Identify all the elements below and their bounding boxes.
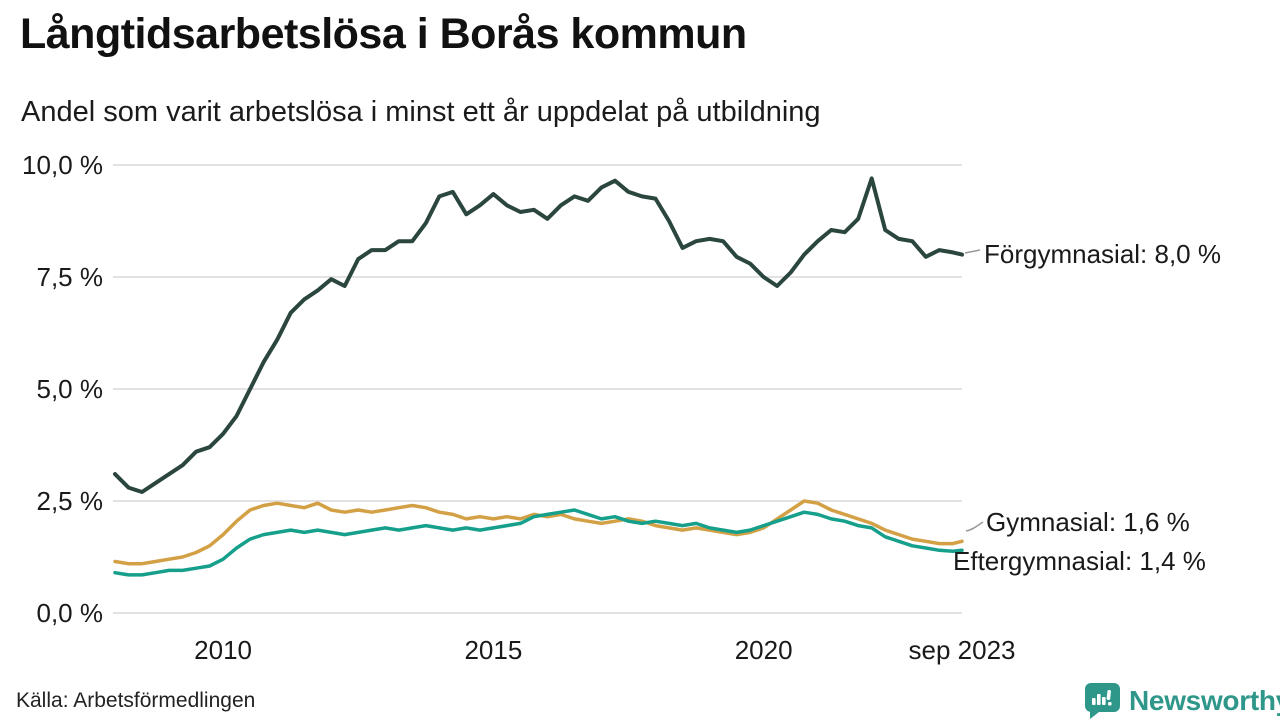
newsworthy-wordmark: Newsworthy	[1129, 684, 1280, 716]
x-tick-label: 2015	[464, 635, 523, 665]
series-end-label-forgymnasial: Förgymnasial: 8,0 %	[984, 239, 1221, 269]
y-tick-label: 5,0 %	[36, 374, 104, 404]
series-line-eftergymnasial	[113, 508, 964, 577]
gridlines	[113, 164, 962, 614]
y-tick-label: 10,0 %	[22, 150, 103, 180]
chart-title: Långtidsarbetslösa i Borås kommun	[20, 10, 747, 58]
x-tick-label: 2020	[734, 635, 793, 665]
source-note: Källa: Arbetsförmedlingen	[16, 689, 256, 712]
series-line-frgymnasial	[113, 176, 964, 494]
x-tick-label: 2010	[194, 635, 253, 665]
series-end-label-gymnasial: Gymnasial: 1,6 %	[986, 507, 1190, 537]
label-connector-forgymnasial	[964, 249, 981, 254]
y-tick-label: 2,5 %	[36, 486, 104, 516]
chart-subtitle: Andel som varit arbetslösa i minst ett å…	[21, 96, 821, 128]
y-tick-label: 0,0 %	[36, 598, 104, 628]
series-end-label-eftergymnasial: Eftergymnasial: 1,4 %	[953, 546, 1206, 576]
y-tick-label: 7,5 %	[36, 262, 104, 292]
newsworthy-speech-bubble-bars-icon	[1084, 683, 1120, 719]
series-line-gymnasial	[113, 499, 964, 566]
newsworthy-logo[interactable]: Newsworthy	[1083, 682, 1280, 719]
label-connector-gymnasial	[965, 521, 984, 532]
x-tick-label: sep 2023	[908, 635, 1016, 665]
series-lines	[113, 176, 964, 577]
